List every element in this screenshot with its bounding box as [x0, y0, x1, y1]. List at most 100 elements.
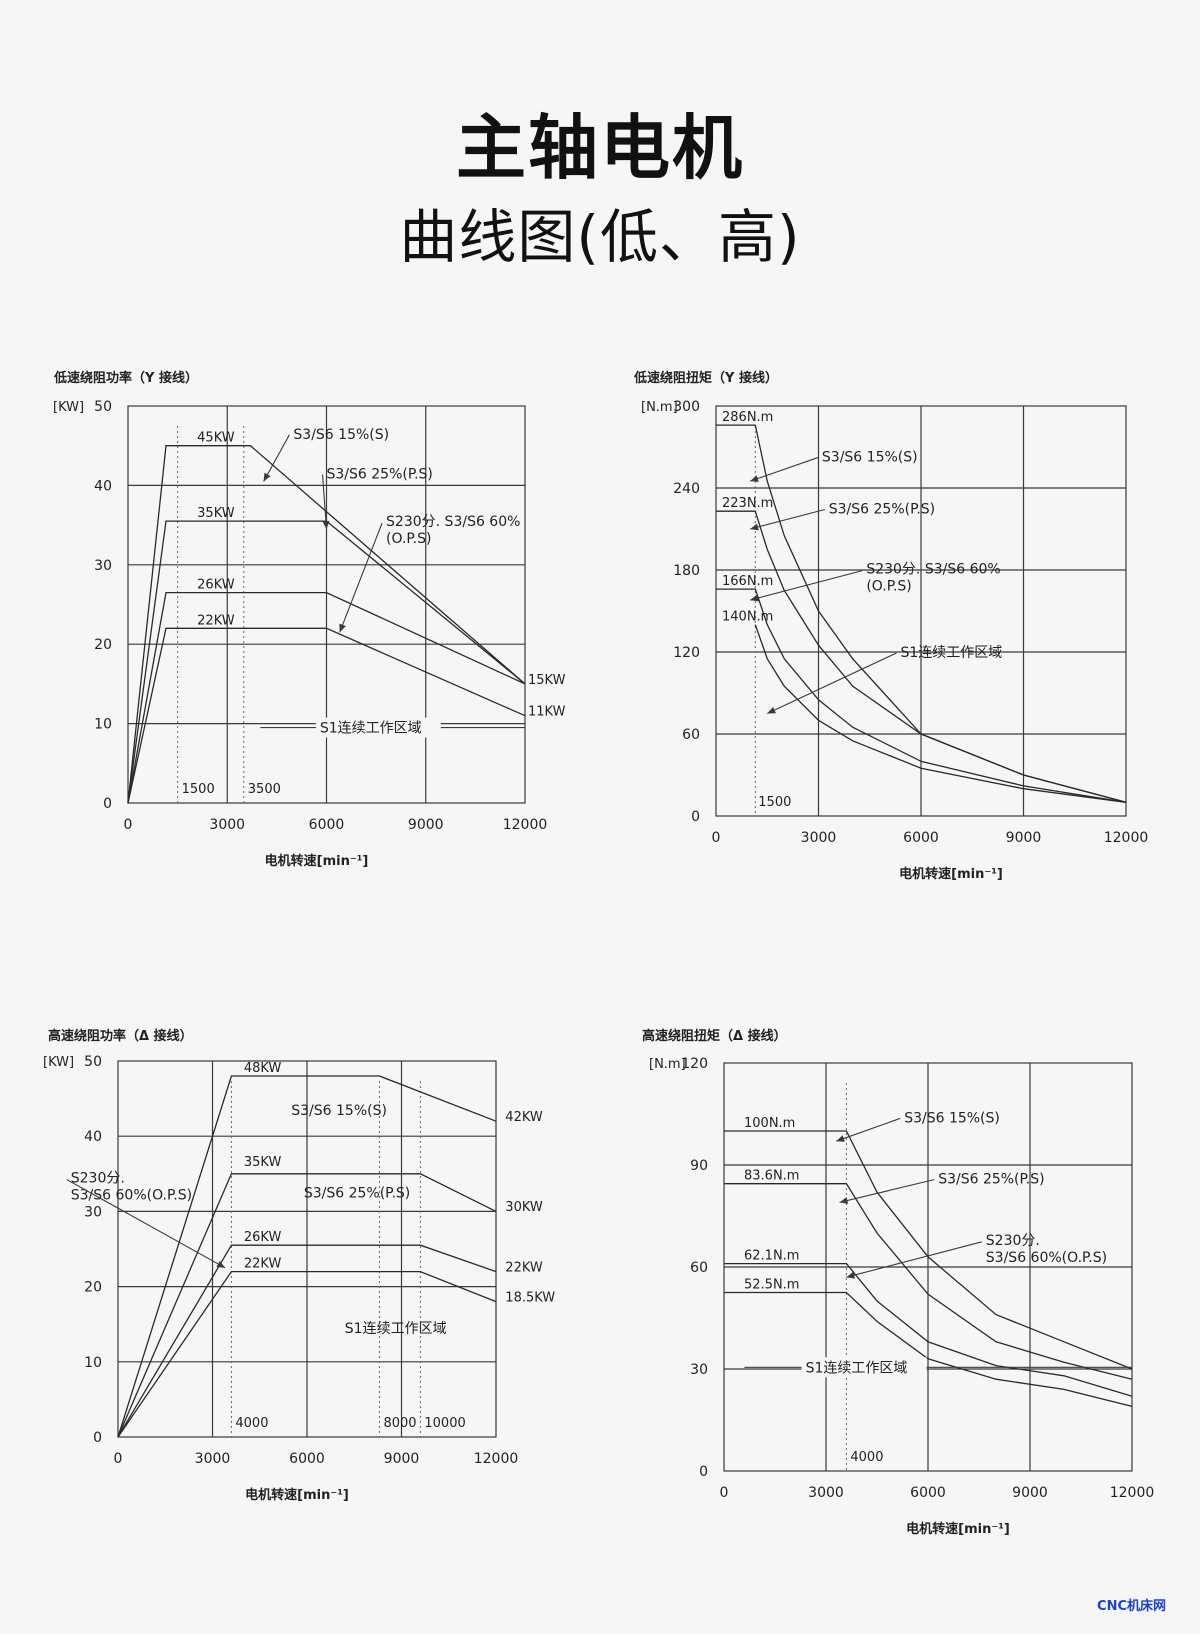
speed-marker-label: 1500	[758, 795, 791, 810]
series-line-4	[127, 627, 526, 804]
x-tick-label: 9000	[1006, 830, 1042, 846]
power-value-label: 22KW	[244, 1257, 282, 1272]
x-tick-label: 3000	[808, 1485, 844, 1501]
y-tick-label: 120	[673, 645, 700, 661]
y-tick-label: 40	[84, 1129, 102, 1145]
annotation-leader	[66, 1179, 226, 1269]
annotation-bg	[801, 1357, 927, 1378]
chart-title: 低速绕阻扭矩（Y 接线）	[633, 370, 778, 386]
x-tick-label: 3000	[801, 830, 837, 846]
annotation-leader	[839, 1179, 935, 1203]
y-tick-label: 10	[94, 717, 112, 733]
y-tick-label: 20	[94, 637, 112, 653]
power-value-label: 48KW	[244, 1061, 282, 1076]
chart-title: 低速绕阻功率（Y 接线）	[53, 370, 198, 386]
series-annotation: S3/S6 15%(S)	[904, 1110, 1000, 1126]
torque-level-label: 62.1N.m	[744, 1249, 799, 1264]
series-annotation: S1连续工作区域	[901, 644, 1003, 661]
main-title: 主轴电机	[456, 107, 744, 189]
annotation-arrowhead	[216, 1260, 226, 1268]
x-tick-label: 0	[114, 1451, 123, 1467]
annotation-leader	[263, 434, 290, 482]
watermark-logo: CNC机床网	[1097, 1599, 1166, 1614]
power-value-label: 30KW	[505, 1200, 543, 1215]
speed-marker-label: 4000	[850, 1450, 883, 1465]
y-axis-unit: [N.m]	[649, 1057, 686, 1072]
y-tick-label: 180	[673, 563, 700, 579]
y-tick-label: 30	[690, 1362, 708, 1378]
annotation-arrowhead	[846, 1271, 856, 1279]
series-annotation: S1连续工作区域	[806, 1359, 908, 1376]
annotation-leader	[750, 570, 863, 601]
x-tick-label: 9000	[1012, 1485, 1048, 1501]
power-value-label: 18.5KW	[505, 1290, 555, 1305]
series-annotation: S3/S6 25%(P.S)	[938, 1172, 1044, 1188]
torque-level-label: 223N.m	[722, 496, 773, 511]
series-annotation: S230分.	[71, 1171, 125, 1187]
series-line-1	[724, 1130, 1133, 1370]
x-tick-label: 9000	[408, 817, 444, 833]
series-line-3	[117, 1244, 497, 1438]
y-tick-label: 0	[103, 796, 112, 812]
chart-1: 低速绕阻功率（Y 接线） [KW] 0 3000 6000 9000 12000 0 10 20 3…	[53, 370, 566, 869]
series-annotation-sub: (O.P.S)	[386, 531, 431, 547]
x-tick-label: 0	[720, 1485, 729, 1501]
x-tick-label: 3000	[209, 817, 245, 833]
speed-marker-label: 4000	[235, 1416, 268, 1431]
y-tick-label: 120	[681, 1056, 708, 1072]
series-annotation-sub: S3/S6 60%(O.P.S)	[71, 1188, 192, 1204]
power-value-label: 45KW	[197, 431, 235, 446]
torque-level-label: 100N.m	[744, 1116, 795, 1131]
y-axis-unit: [KW]	[53, 400, 84, 415]
series-line-1	[127, 445, 526, 804]
annotation-leader	[749, 457, 819, 482]
series-line-4	[724, 1291, 1133, 1408]
series-annotation: S230分. S3/S6 60%	[866, 562, 1000, 578]
power-value-label: 35KW	[197, 506, 235, 521]
series-annotation: S3/S6 25%(P.S)	[304, 1186, 410, 1202]
annotation-arrowhead	[750, 594, 759, 602]
x-tick-label: 12000	[474, 1451, 519, 1467]
series-line-3	[127, 591, 526, 804]
annotation-arrowhead	[339, 623, 346, 633]
y-tick-label: 30	[84, 1204, 102, 1220]
y-tick-label: 50	[94, 399, 112, 415]
speed-marker-label: 1500	[182, 782, 215, 797]
x-tick-label: 6000	[289, 1451, 325, 1467]
x-tick-label: 3000	[195, 1451, 231, 1467]
series-line-3	[716, 588, 1127, 803]
y-tick-label: 0	[93, 1430, 102, 1446]
chart-title: 高速绕阻功率（Δ 接线）	[48, 1028, 193, 1044]
series-annotation: S230分. S3/S6 60%	[386, 514, 520, 530]
power-value-label: 22KW	[197, 613, 235, 628]
x-tick-label: 6000	[309, 817, 345, 833]
series-annotation: S1连续工作区域	[345, 1320, 447, 1337]
annotation-arrowhead	[750, 523, 759, 531]
torque-level-label: 83.6N.m	[744, 1169, 799, 1184]
y-axis-unit: [N.m]	[641, 400, 678, 415]
torque-level-label: 166N.m	[722, 574, 773, 589]
chart-4: 高速绕阻扭矩（Δ 接线） [N.m] 0 3000 6000 9000 12000 0 30 60…	[642, 1028, 1154, 1537]
series-line-4	[117, 1270, 497, 1438]
series-annotation-sub: S3/S6 60%(O.P.S)	[986, 1250, 1107, 1266]
annotation-arrowhead	[263, 472, 271, 482]
x-tick-label: 0	[712, 830, 721, 846]
speed-marker-label: 8000	[383, 1416, 416, 1431]
x-tick-label: 0	[124, 817, 133, 833]
x-axis-label: 电机转速[min⁻¹]	[245, 1487, 349, 1503]
torque-level-label: 286N.m	[722, 410, 773, 425]
y-tick-label: 0	[691, 809, 700, 825]
series-annotation: S3/S6 15%(S)	[293, 427, 389, 443]
power-value-label: 26KW	[197, 578, 235, 593]
series-annotation: S3/S6 15%(S)	[822, 450, 918, 466]
power-value-label: 15KW	[528, 673, 566, 688]
torque-level-label: 52.5N.m	[744, 1278, 799, 1293]
series-annotation: S3/S6 25%(P.S)	[327, 466, 433, 482]
speed-marker-label: 3500	[248, 782, 281, 797]
annotation-leader	[846, 1241, 982, 1278]
series-annotation: S230分.	[986, 1233, 1040, 1249]
x-tick-label: 6000	[910, 1485, 946, 1501]
y-tick-label: 30	[94, 558, 112, 574]
series-line-2	[127, 520, 526, 804]
